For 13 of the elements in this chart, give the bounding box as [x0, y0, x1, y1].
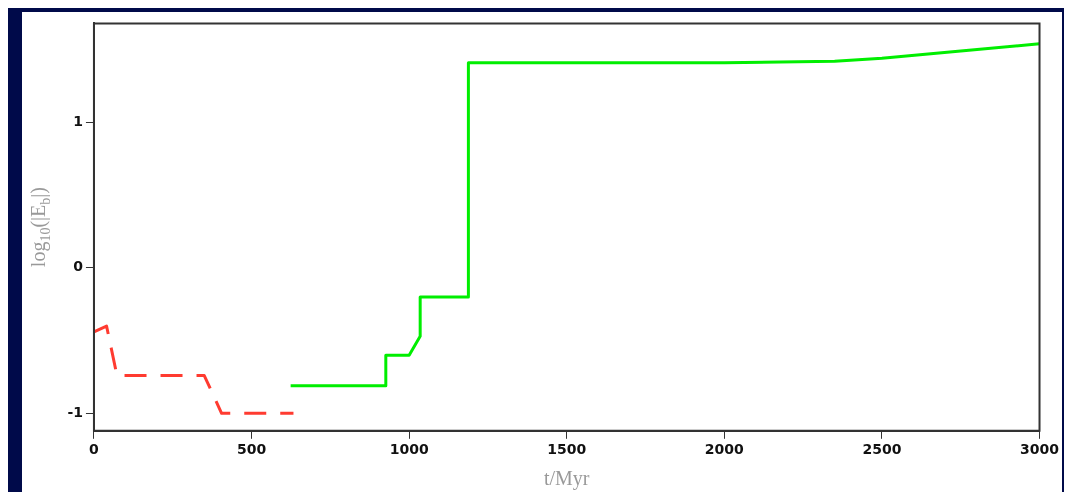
- x-tick-label: 1000: [389, 440, 429, 457]
- y-tick-label: 1: [73, 112, 83, 129]
- x-tick-label: 0: [89, 440, 100, 457]
- line-series: [93, 324, 295, 415]
- x-axis-title: t/Myr: [543, 467, 590, 491]
- x-tick-label: 500: [236, 440, 267, 457]
- y-tick-label: -1: [67, 403, 83, 420]
- y-tick-label: 0: [73, 258, 84, 275]
- x-tick-label: 2000: [704, 440, 745, 457]
- y-axis-title: log10(|Eb|): [27, 187, 53, 268]
- x-tick-label: 1500: [547, 440, 587, 457]
- x-tick-label: 2500: [862, 440, 902, 457]
- x-tick-label: 3000: [1020, 440, 1060, 457]
